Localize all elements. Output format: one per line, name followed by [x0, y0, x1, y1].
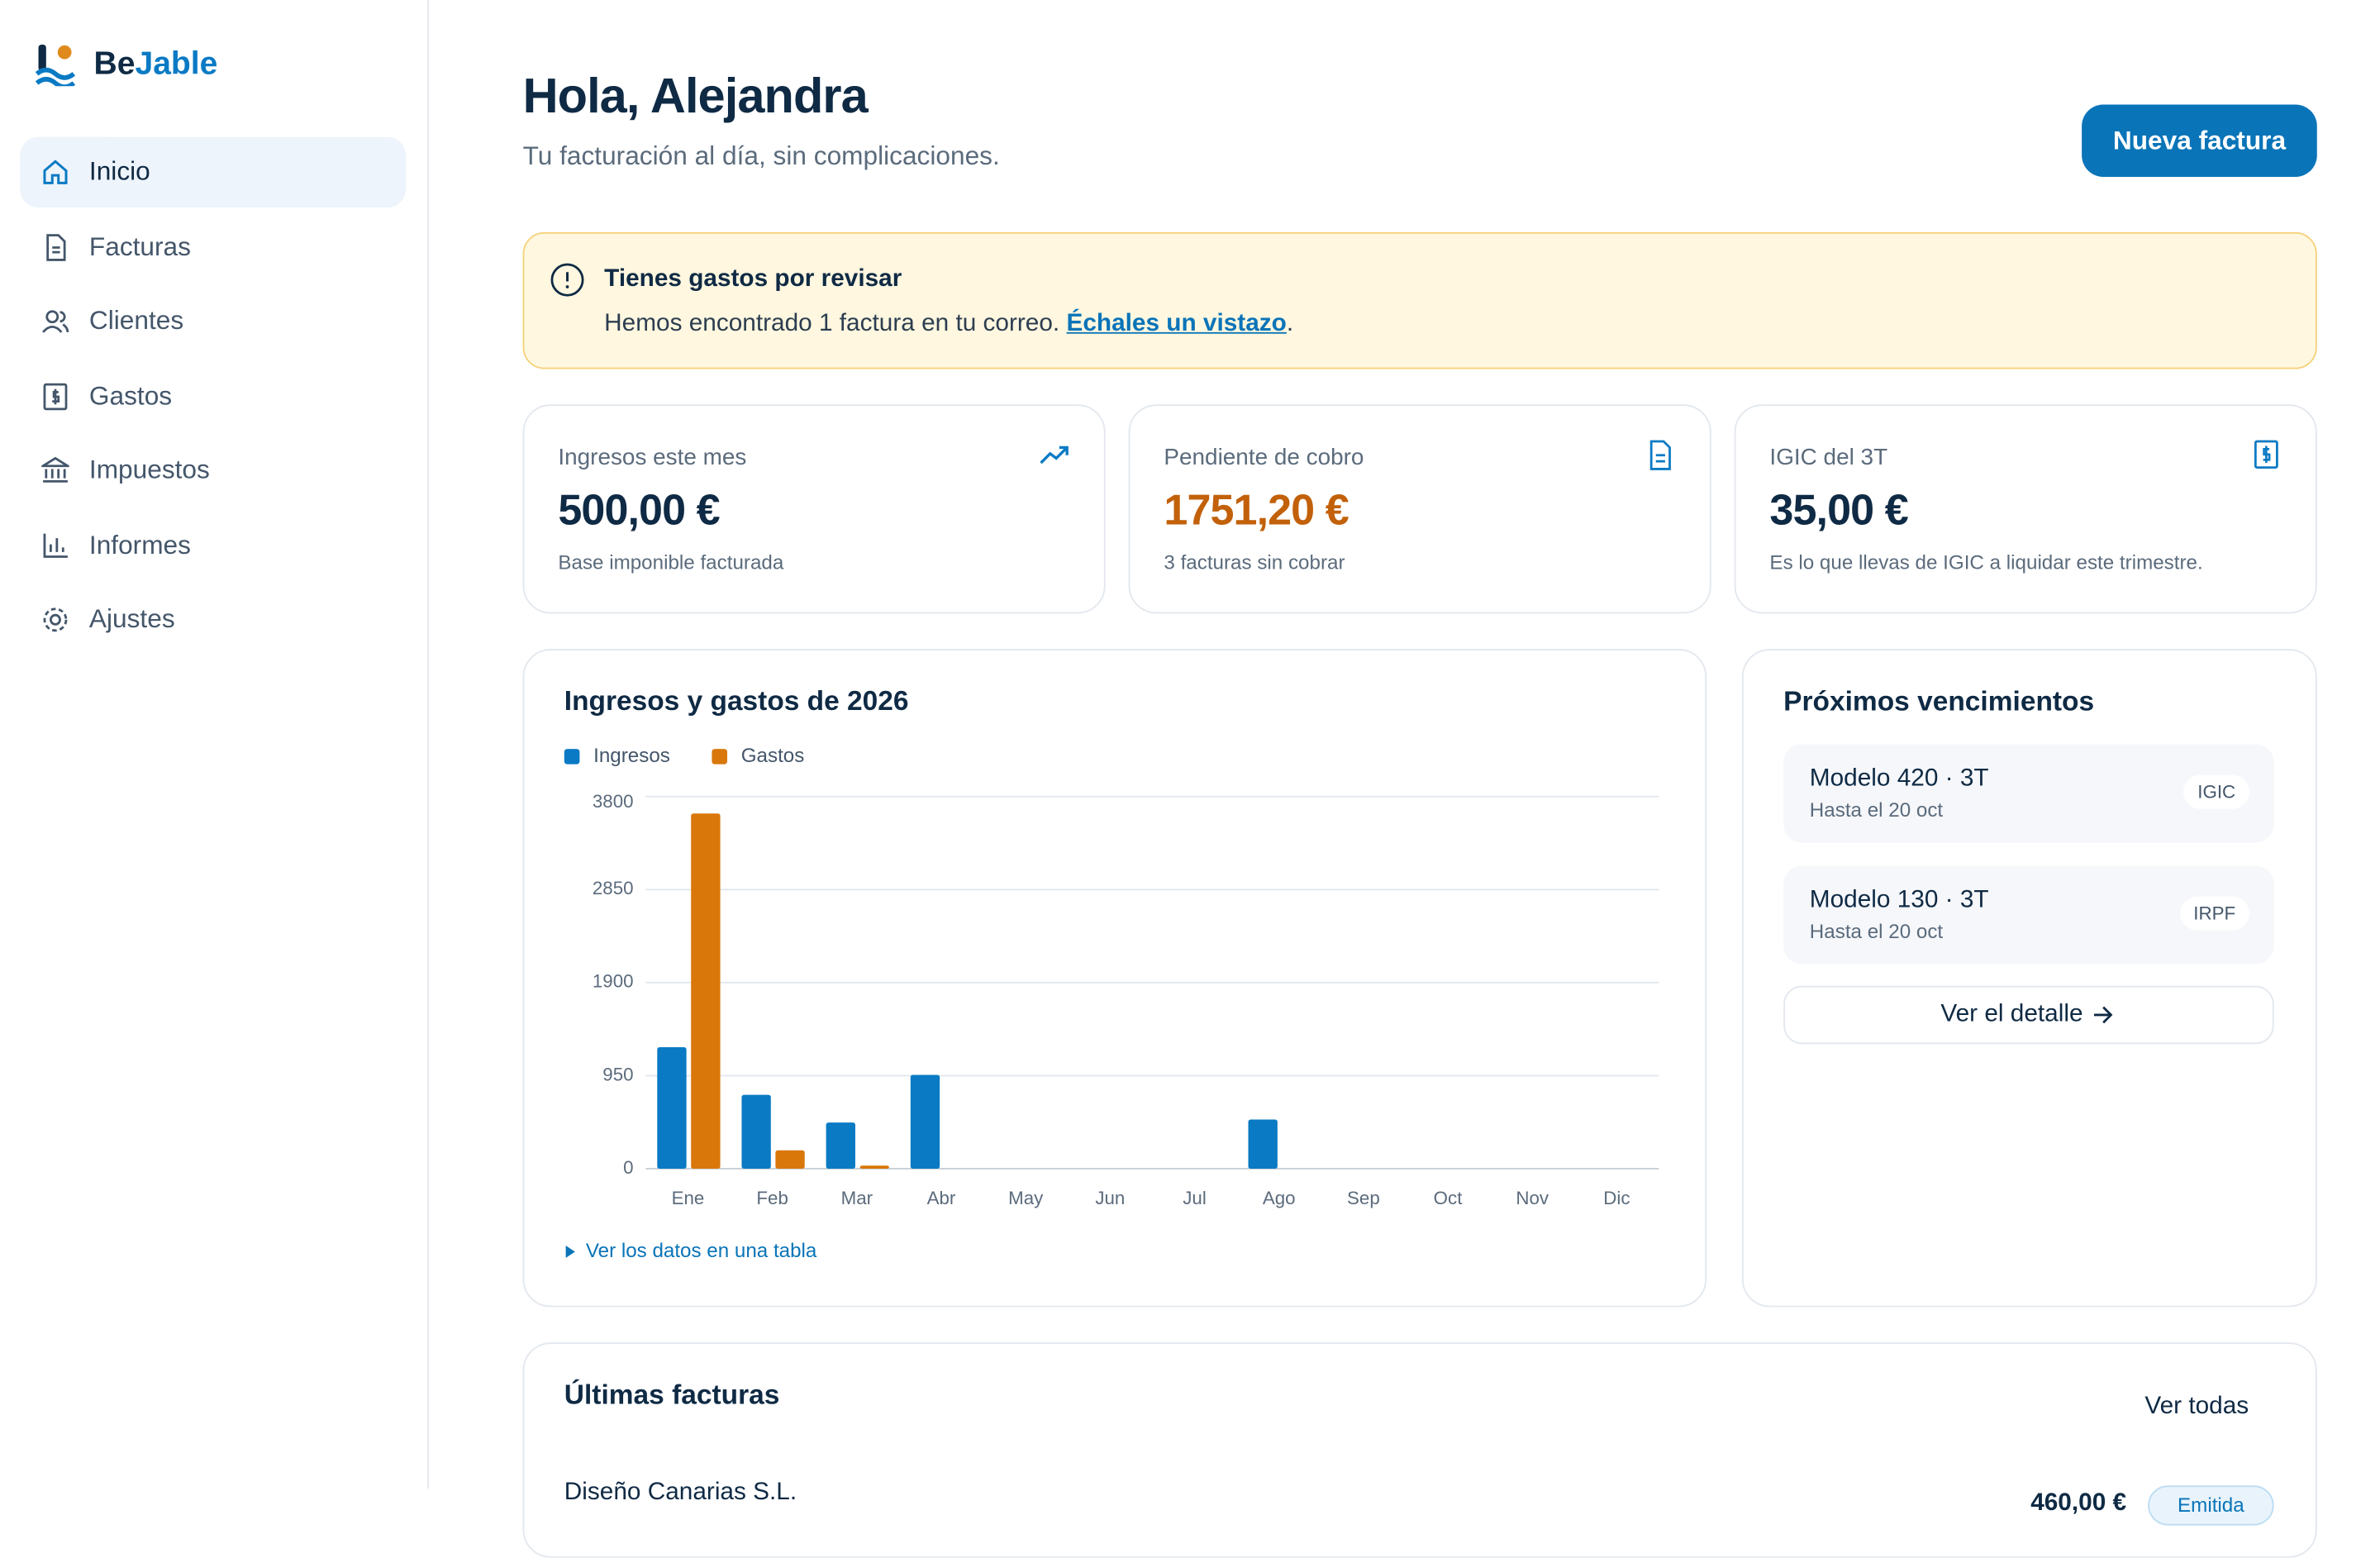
chart: Ingresos y gastos de 2026 Ingresos Gastos 0… — [564, 686, 1659, 1262]
page-title: Hola, Alejandra — [522, 67, 869, 123]
legend-swatch — [712, 749, 728, 765]
nav-item[interactable]: Informes — [20, 511, 406, 582]
table-link[interactable]: Ver los datos en una tabla — [586, 1240, 817, 1262]
bar — [775, 1150, 805, 1169]
legend-label: Ingresos — [593, 745, 670, 767]
nav-label: Informes — [88, 530, 191, 560]
bar — [691, 813, 721, 1169]
chart-title: Ingresos y gastos de 2026 — [564, 686, 909, 717]
nav-label: Ajustes — [88, 604, 175, 634]
arrow-icon — [2093, 1006, 2112, 1024]
invoice-amount: 460,00 € — [2030, 1489, 2127, 1517]
chart-card: Ingresos y gastos de 2026 Ingresos Gastos 0… — [522, 649, 1707, 1308]
logo-icon — [35, 44, 76, 87]
deadline-item: Modelo 130 · 3T Hasta el 20 oct IRPF — [1783, 865, 2274, 965]
deadline-date: Hasta el 20 oct — [1809, 919, 1944, 943]
kpi-note: Base imponible facturada — [558, 550, 784, 574]
kpi-value: 500,00 € — [558, 485, 720, 534]
disclosure-triangle — [565, 1246, 575, 1258]
detail-button[interactable]: Ver el detalle — [1783, 985, 2274, 1045]
kpi-icon — [2254, 440, 2278, 469]
brand: BeJable — [93, 46, 217, 83]
x-tick-label: Nov — [1516, 1188, 1549, 1208]
app: BeJable Inicio Facturas Clientes Gastos … — [0, 0, 2317, 1558]
bar — [657, 1047, 687, 1169]
kpi-note: Es lo que llevas de IGIC a liquidar este… — [1769, 550, 2203, 574]
nav-item[interactable]: Facturas — [20, 212, 406, 283]
nav-item[interactable]: Inicio — [20, 136, 407, 208]
deadline-name: Modelo 420 · 3T — [1809, 765, 1989, 793]
x-tick-label: Feb — [756, 1188, 788, 1208]
alert-end: . — [1286, 310, 1294, 337]
y-tick-label: 1900 — [593, 971, 634, 992]
invoices-title: Últimas facturas — [564, 1379, 780, 1411]
deadlines-title: Próximos vencimientos — [1783, 685, 2095, 717]
kpi-card: IGIC del 3T 35,00 € Es lo que llevas de … — [1734, 404, 2317, 614]
bar — [741, 1094, 771, 1169]
nav-label: Inicio — [88, 156, 150, 187]
invoice-client: Diseño Canarias S.L. — [564, 1479, 797, 1506]
bar — [859, 1165, 889, 1169]
deadline-name: Modelo 130 · 3T — [1809, 887, 1989, 914]
kpi-note: 3 facturas sin cobrar — [1164, 550, 1345, 574]
nav-item[interactable]: Clientes — [20, 286, 406, 357]
kpi-card: Pendiente de cobro 1751,20 € 3 facturas … — [1128, 404, 1711, 614]
kpi-label: IGIC del 3T — [1769, 444, 1888, 471]
x-tick-label: Jun — [1095, 1188, 1125, 1208]
y-tick-label: 950 — [602, 1064, 633, 1084]
deadline-tag: IRPF — [2179, 896, 2249, 931]
nav-item[interactable]: Gastos — [20, 361, 406, 432]
y-tick-label: 2850 — [593, 878, 634, 898]
alert-text: Hemos encontrado 1 factura en tu correo.… — [604, 311, 1293, 338]
sidebar — [0, 0, 430, 1489]
x-tick-label: May — [1008, 1188, 1044, 1208]
kpi-label: Ingresos este mes — [558, 444, 747, 471]
nav-label: Impuestos — [88, 455, 210, 485]
nav-label: Facturas — [88, 231, 191, 262]
invoices-card — [522, 1342, 2317, 1558]
x-tick-label: Abr — [927, 1188, 956, 1208]
detail-label: Ver el detalle — [1940, 1001, 2083, 1027]
deadline-item: Modelo 420 · 3T Hasta el 20 oct IGIC — [1783, 744, 2274, 843]
alert-title: Tienes gastos por revisar — [604, 265, 902, 293]
y-tick-label: 3800 — [593, 791, 634, 812]
alert-message: Hemos encontrado 1 factura en tu correo. — [604, 310, 1060, 337]
alert-icon — [550, 263, 584, 297]
invoice-status: Emitida — [2148, 1485, 2274, 1526]
kpi-icon — [1649, 440, 1671, 470]
nav-item[interactable]: Impuestos — [20, 436, 406, 507]
legend-swatch — [564, 749, 580, 765]
x-tick-label: Ene — [672, 1188, 705, 1208]
x-tick-label: Oct — [1434, 1188, 1464, 1208]
invoices-link[interactable]: Ver todas — [2144, 1393, 2249, 1420]
x-tick-label: Mar — [841, 1188, 873, 1208]
bar — [910, 1074, 940, 1169]
deadline-date: Hasta el 20 oct — [1809, 798, 1944, 822]
y-tick-label: 0 — [623, 1157, 633, 1178]
x-tick-label: Jul — [1183, 1188, 1207, 1208]
kpi-value: 35,00 € — [1769, 485, 1908, 534]
new-invoice-button[interactable]: Nueva factura — [2082, 104, 2317, 177]
nav-item[interactable]: Ajustes — [20, 584, 406, 655]
kpi-label: Pendiente de cobro — [1164, 444, 1364, 471]
brand-part: Be — [93, 45, 136, 82]
bar — [1248, 1119, 1278, 1169]
brand-part: Jable — [135, 45, 218, 82]
x-tick-label: Dic — [1603, 1188, 1630, 1208]
x-tick-label: Sep — [1347, 1188, 1380, 1208]
nav-label: Gastos — [88, 381, 173, 411]
x-tick-label: Ago — [1263, 1188, 1296, 1208]
kpi-card: Ingresos este mes 500,00 € Base imponibl… — [522, 404, 1106, 614]
alert-link[interactable]: Échales un vistazo — [1066, 310, 1287, 337]
kpi-value: 1751,20 € — [1164, 485, 1349, 534]
nav-label: Clientes — [88, 306, 184, 336]
legend-label: Gastos — [741, 745, 805, 767]
kpi-icon — [1040, 445, 1069, 465]
page-subtitle: Tu facturación al día, sin complicacione… — [522, 141, 1000, 171]
bar — [826, 1122, 855, 1169]
alert: Tienes gastos por revisar Hemos encontra… — [522, 231, 2317, 369]
deadline-tag: IGIC — [2183, 774, 2249, 809]
